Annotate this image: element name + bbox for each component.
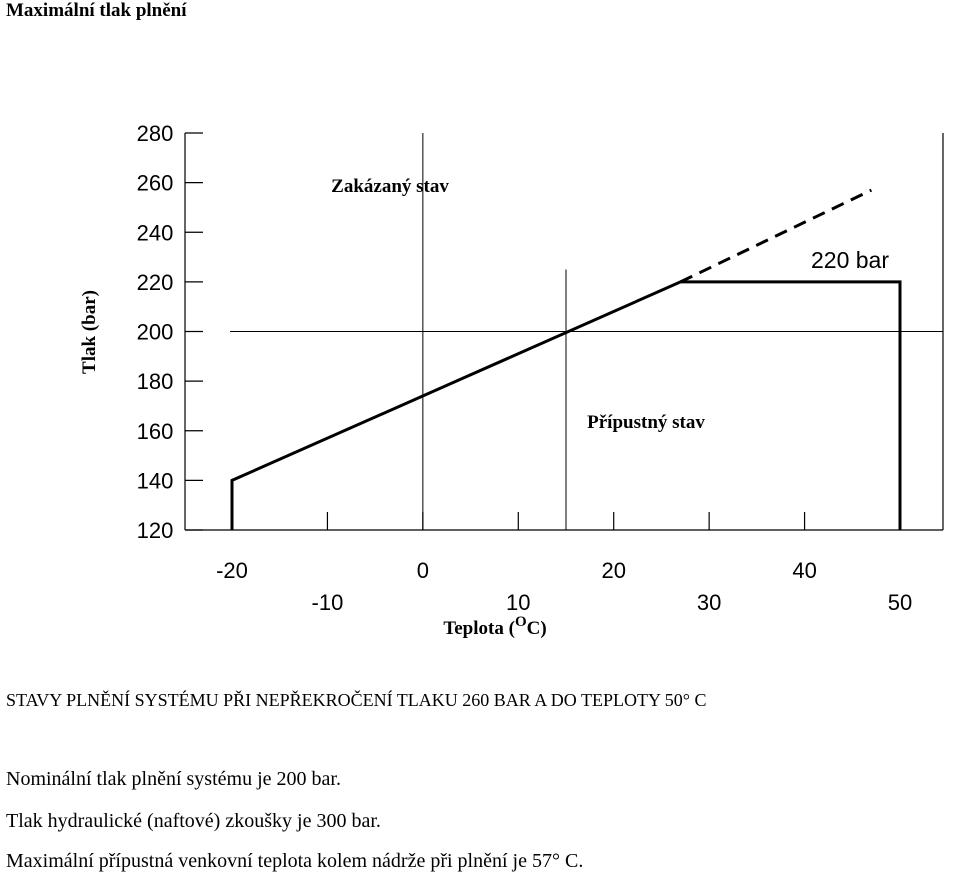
forbidden-zone-label: Zakázaný stav <box>331 176 449 197</box>
permitted-zone-label: Přípustný stav <box>587 412 705 433</box>
pressure-temperature-chart: 120 140 160 180 200 220 240 260 280 -20 0 20 40 -10 1… <box>79 121 944 639</box>
reference-lines <box>230 133 943 530</box>
y-tick-labels: 120 140 160 180 200 220 240 260 280 <box>137 121 174 543</box>
x-tick-label-10: 10 <box>506 590 530 615</box>
y-tick-label-140: 140 <box>137 468 174 493</box>
y-tick-label-180: 180 <box>137 369 174 394</box>
x-tick-label-0: 0 <box>417 558 429 583</box>
note-max-temperature: Maximální přípustná venkovní teplota kol… <box>6 850 584 872</box>
x-tick-label--20: -20 <box>216 558 248 583</box>
x-tick-label--10: -10 <box>312 590 344 615</box>
y-tick-label-240: 240 <box>137 220 174 245</box>
limit-220-bar-label: 220 bar <box>811 247 889 273</box>
x-tick-label-40: 40 <box>792 558 816 583</box>
y-tick-label-260: 260 <box>137 171 174 196</box>
y-tick-label-200: 200 <box>137 320 174 345</box>
y-tick-label-120: 120 <box>137 518 174 543</box>
page-title: Maximální tlak plnění <box>6 0 187 21</box>
y-tick-label-160: 160 <box>137 419 174 444</box>
x-tick-label-50: 50 <box>888 590 912 615</box>
chart-caption: STAVY PLNĚNÍ SYSTÉMU PŘI NEPŘEKROČENÍ TL… <box>6 690 707 710</box>
x-tick-label-30: 30 <box>697 590 721 615</box>
dashed-extrapolation-line-1 <box>679 188 873 284</box>
series-lines <box>230 188 902 530</box>
note-nominal-pressure: Nominální tlak plnění systému je 200 bar… <box>6 768 341 790</box>
y-tick-label-280: 280 <box>137 121 174 146</box>
x-tick-label-20: 20 <box>601 558 625 583</box>
y-tick-label-220: 220 <box>137 270 174 295</box>
y-axis-label: Tlak (bar) <box>79 290 100 374</box>
x-axis-label: Teplota (OC) <box>443 614 546 639</box>
note-test-pressure: Tlak hydraulické (naftové) zkoušky je 30… <box>6 810 381 832</box>
x-tick-labels: -20 0 20 40 -10 10 30 50 <box>216 558 912 615</box>
